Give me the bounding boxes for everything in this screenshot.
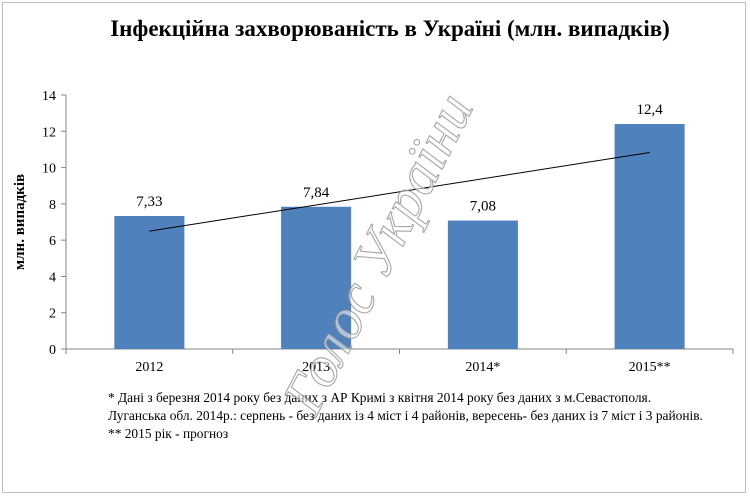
- data-label: 7,08: [470, 199, 496, 215]
- footnotes: * Дані з березня 2014 року без даних з А…: [108, 389, 738, 443]
- trendline: [149, 152, 650, 232]
- footnote-1: * Дані з березня 2014 року без даних з А…: [108, 390, 652, 405]
- footnote-2: Луганська обл. 2014р.: серпень - без дан…: [108, 408, 703, 423]
- x-tick-label: 2014*: [465, 360, 500, 375]
- y-tick-label: 0: [49, 343, 56, 358]
- footnote-3: ** 2015 рік - прогноз: [108, 426, 229, 441]
- x-tick-label: 2012: [135, 360, 163, 375]
- y-tick-label: 12: [42, 125, 56, 140]
- bar: [281, 206, 352, 349]
- data-label: 7,84: [303, 185, 330, 201]
- data-label: 7,33: [136, 194, 162, 210]
- y-tick-label: 8: [49, 198, 56, 213]
- bar: [614, 124, 685, 350]
- y-axis-label: млн. випадків: [12, 174, 28, 270]
- chart-title: Інфекційна захворюваність в Україні (млн…: [110, 16, 670, 41]
- y-tick-label: 4: [49, 270, 56, 285]
- y-tick-label: 14: [42, 89, 56, 104]
- y-tick-label: 10: [42, 162, 56, 177]
- y-tick-label: 6: [49, 234, 56, 249]
- bar: [114, 216, 185, 349]
- x-tick-label: 2015**: [629, 360, 671, 375]
- x-tick-label: 2013: [302, 360, 330, 375]
- data-label: 12,4: [637, 102, 664, 118]
- y-tick-label: 2: [49, 307, 56, 322]
- bar: [447, 220, 518, 349]
